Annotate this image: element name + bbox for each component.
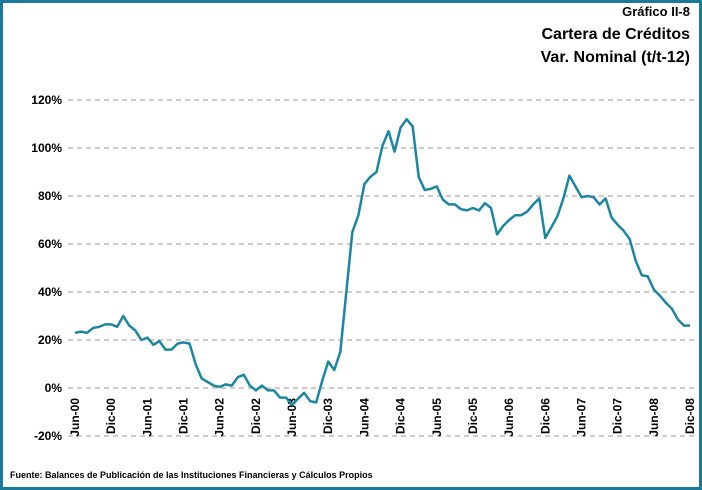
- y-tick-label: 0%: [45, 381, 63, 395]
- x-tick-label: Dic-05: [466, 398, 480, 434]
- line: [74, 117, 690, 407]
- x-tick-label: Jun-07: [574, 398, 588, 437]
- chart-label: Gráfico II-8: [622, 4, 690, 19]
- x-tick-label: Jun-08: [647, 398, 661, 437]
- x-tick-label: Dic-00: [104, 398, 118, 434]
- y-tick-label: 60%: [38, 237, 62, 251]
- x-tick-label: Jun-06: [502, 398, 516, 437]
- x-tick-label: Dic-03: [321, 398, 335, 434]
- y-tick-label: 20%: [38, 333, 62, 347]
- x-tick-label: Dic-04: [394, 398, 408, 434]
- x-tick-label: Dic-01: [177, 398, 191, 434]
- x-tick-label: Dic-06: [538, 398, 552, 434]
- chart-subtitle: Var. Nominal (t/t-12): [541, 49, 690, 66]
- x-tick-label: Jun-04: [357, 398, 371, 437]
- chart-title: Cartera de Créditos: [542, 26, 691, 43]
- x-tick-label: Dic-08: [683, 398, 697, 434]
- x-tick-label: Dic-07: [611, 398, 625, 434]
- y-tick-label: 40%: [38, 285, 62, 299]
- y-tick-label: 80%: [38, 189, 62, 203]
- y-tick-label: 120%: [31, 93, 62, 107]
- x-tick-label: Jun-03: [285, 398, 299, 437]
- x-tick-label: Dic-02: [249, 398, 263, 434]
- source: Fuente: Balances de Publicación de las I…: [10, 470, 373, 480]
- x-tick-label: Jun-05: [430, 398, 444, 437]
- y-tick-label: -20%: [34, 429, 62, 443]
- x-tick-label: Jun-02: [213, 398, 227, 437]
- y-tick-label: 100%: [31, 141, 62, 155]
- x-tick-label: Jun-00: [68, 398, 82, 437]
- x-tick-label: Jun-01: [140, 398, 154, 437]
